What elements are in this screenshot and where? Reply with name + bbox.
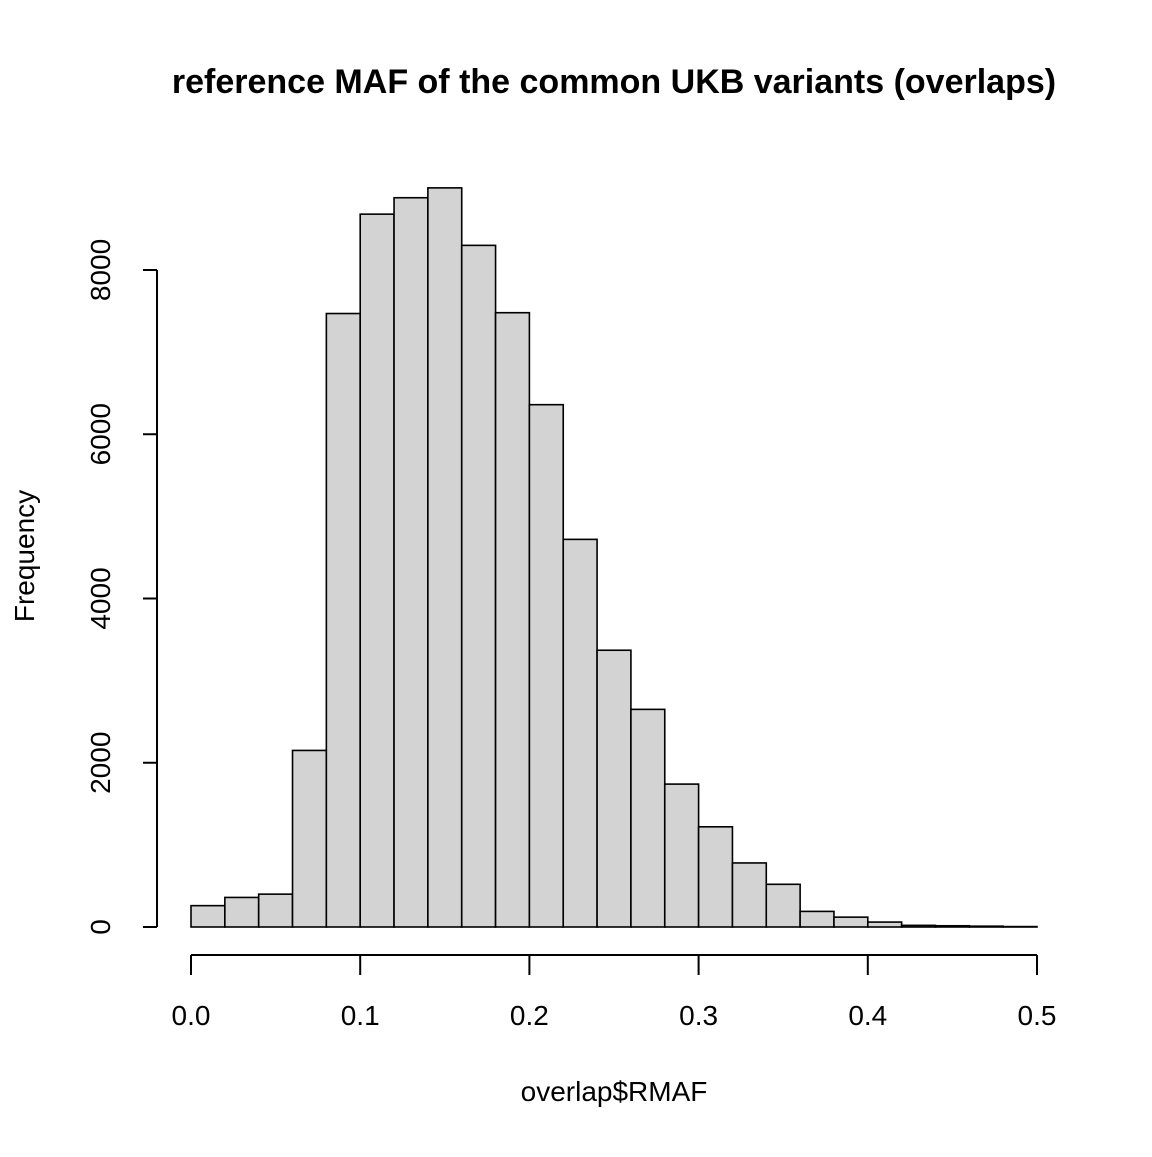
histogram-bars <box>191 188 1037 927</box>
x-tick-label: 0.3 <box>679 1000 718 1031</box>
histogram-bar <box>766 884 800 927</box>
x-tick-label: 0.5 <box>1018 1000 1057 1031</box>
histogram-bar <box>631 709 665 927</box>
histogram-bar <box>225 897 259 927</box>
x-tick-label: 0.2 <box>510 1000 549 1031</box>
x-tick-label: 0.1 <box>341 1000 380 1031</box>
y-tick-label: 6000 <box>85 403 116 465</box>
y-tick-label: 4000 <box>85 567 116 629</box>
x-axis-label: overlap$RMAF <box>521 1076 708 1107</box>
histogram-bar <box>563 539 597 927</box>
chart-title: reference MAF of the common UKB variants… <box>172 63 1056 101</box>
histogram-bar <box>969 926 1003 927</box>
histogram-bar <box>699 827 733 927</box>
y-tick-label: 2000 <box>85 732 116 794</box>
y-axis-label: Frequency <box>9 490 40 622</box>
y-axis: 0 2000 4000 6000 8000 <box>85 239 157 935</box>
y-tick-label: 0 <box>85 919 116 935</box>
histogram-bar <box>428 188 462 927</box>
histogram-bar <box>496 313 530 927</box>
y-tick-label: 8000 <box>85 239 116 301</box>
histogram-bar <box>529 405 563 927</box>
x-axis: 0.0 0.1 0.2 0.3 0.4 0.5 <box>172 955 1057 1031</box>
histogram-bar <box>732 863 766 927</box>
histogram-bar <box>935 926 969 927</box>
histogram-bar <box>360 214 394 927</box>
histogram-bar <box>800 911 834 927</box>
x-tick-label: 0.0 <box>172 1000 211 1031</box>
histogram-bar <box>868 922 902 927</box>
histogram-bar <box>259 894 293 927</box>
histogram-bar <box>293 750 327 927</box>
x-tick-label: 0.4 <box>848 1000 887 1031</box>
histogram-bar <box>834 917 868 927</box>
histogram-bar <box>665 784 699 927</box>
histogram-bar <box>462 245 496 927</box>
histogram-bar <box>597 650 631 927</box>
histogram-bar <box>326 314 360 927</box>
histogram-bar <box>191 906 225 927</box>
histogram-bar <box>902 925 936 927</box>
histogram-bar <box>394 198 428 927</box>
